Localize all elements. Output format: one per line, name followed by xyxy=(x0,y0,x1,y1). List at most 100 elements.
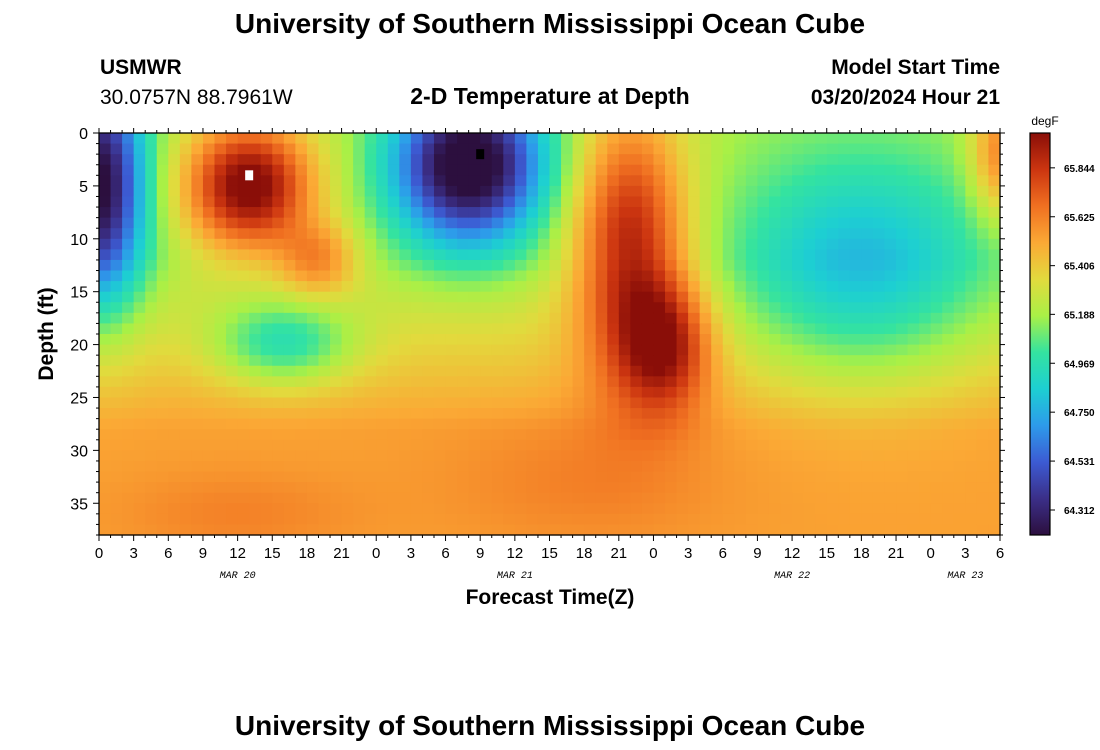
heatmap-cell xyxy=(976,249,990,261)
heatmap-cell xyxy=(202,524,216,536)
heatmap-cell xyxy=(618,185,631,198)
heatmap-cell xyxy=(306,429,320,441)
heatmap-cell xyxy=(722,482,735,494)
heatmap-cell xyxy=(399,323,412,335)
heatmap-cell xyxy=(122,460,135,473)
heatmap-cell xyxy=(953,185,966,198)
heatmap-cell xyxy=(226,344,239,356)
heatmap-cell xyxy=(711,365,724,377)
heatmap-cell xyxy=(249,312,262,325)
heatmap-cell xyxy=(630,397,643,409)
heatmap-cell xyxy=(537,418,551,430)
heatmap-cell xyxy=(688,164,701,176)
heatmap-cell xyxy=(179,291,193,303)
heatmap-cell xyxy=(653,513,666,526)
heatmap-cell xyxy=(872,418,886,430)
heatmap-cell xyxy=(514,196,527,208)
heatmap-cell xyxy=(272,185,285,198)
heatmap-cell xyxy=(676,503,689,515)
heatmap-cell xyxy=(584,175,597,187)
heatmap-cell xyxy=(722,439,735,451)
heatmap-cell xyxy=(884,133,897,145)
heatmap-cell xyxy=(930,291,943,303)
heatmap-cell xyxy=(896,228,909,240)
heatmap-cell xyxy=(653,492,666,504)
heatmap-cell xyxy=(318,460,331,473)
heatmap-cell xyxy=(584,450,597,462)
heatmap-cell xyxy=(641,418,655,430)
heatmap-cell xyxy=(122,439,135,451)
heatmap-cell xyxy=(191,175,204,187)
heatmap-cell xyxy=(641,386,655,399)
heatmap-cell xyxy=(226,185,239,198)
heatmap-cell xyxy=(387,471,400,483)
heatmap-cell xyxy=(988,386,1001,399)
heatmap-cell xyxy=(942,450,955,462)
heatmap-cell xyxy=(815,334,828,346)
heatmap-cell xyxy=(919,513,932,526)
heatmap-cell xyxy=(965,249,978,261)
heatmap-cell xyxy=(734,207,747,219)
heatmap-cell xyxy=(145,133,158,145)
heatmap-cell xyxy=(410,291,424,303)
heatmap-cell xyxy=(491,238,504,250)
heatmap-cell xyxy=(607,270,620,282)
heatmap-cell xyxy=(283,207,296,219)
heatmap-cell xyxy=(526,312,539,325)
heatmap-cell xyxy=(838,439,851,451)
heatmap-cell xyxy=(249,302,262,314)
heatmap-cell xyxy=(665,323,678,335)
heatmap-cell xyxy=(191,196,204,208)
heatmap-cell xyxy=(457,365,470,377)
heatmap-cell xyxy=(214,471,227,483)
heatmap-cell xyxy=(826,334,839,346)
heatmap-cell xyxy=(133,492,146,504)
heatmap-cell xyxy=(260,291,273,303)
heatmap-cell xyxy=(676,259,689,272)
heatmap-cell xyxy=(676,471,689,483)
heatmap-cell xyxy=(896,270,909,282)
heatmap-cell xyxy=(803,302,816,314)
heatmap-cell xyxy=(561,365,574,377)
heatmap-cell xyxy=(896,238,909,250)
heatmap-cell xyxy=(815,439,828,451)
heatmap-cell xyxy=(688,217,701,229)
heatmap-cell xyxy=(618,524,631,536)
heatmap-cell xyxy=(202,386,216,399)
heatmap-cell xyxy=(526,524,539,536)
heatmap-cell xyxy=(768,281,782,293)
heatmap-cell xyxy=(433,133,447,145)
heatmap-cell xyxy=(803,450,816,462)
heatmap-cell xyxy=(110,323,123,335)
heatmap-cell xyxy=(722,450,735,462)
heatmap-cell xyxy=(607,133,620,145)
heatmap-cell xyxy=(433,154,447,166)
heatmap-cell xyxy=(722,344,735,356)
heatmap-cell xyxy=(330,323,343,335)
heatmap-cell xyxy=(433,270,447,282)
heatmap-cell xyxy=(191,185,204,198)
heatmap-cell xyxy=(561,397,574,409)
heatmap-cell xyxy=(237,524,250,536)
heatmap-cell xyxy=(942,408,955,420)
heatmap-cell xyxy=(387,281,400,293)
heatmap-cell xyxy=(445,408,458,420)
heatmap-cell xyxy=(283,291,296,303)
heatmap-cell xyxy=(110,365,123,377)
heatmap-cell xyxy=(757,344,770,356)
heatmap-cell xyxy=(145,207,158,219)
heatmap-cell xyxy=(595,259,608,272)
heatmap-cell xyxy=(826,460,839,473)
heatmap-cell xyxy=(503,259,516,272)
heatmap-cell xyxy=(260,397,273,409)
heatmap-cell xyxy=(457,344,470,356)
heatmap-cell xyxy=(214,376,227,388)
heatmap-cell xyxy=(226,323,239,335)
heatmap-cell xyxy=(665,492,678,504)
heatmap-cell xyxy=(988,323,1001,335)
heatmap-cell xyxy=(595,270,608,282)
heatmap-cell xyxy=(688,524,701,536)
x-tick-label: 18 xyxy=(299,545,316,562)
heatmap-cell xyxy=(457,460,470,473)
